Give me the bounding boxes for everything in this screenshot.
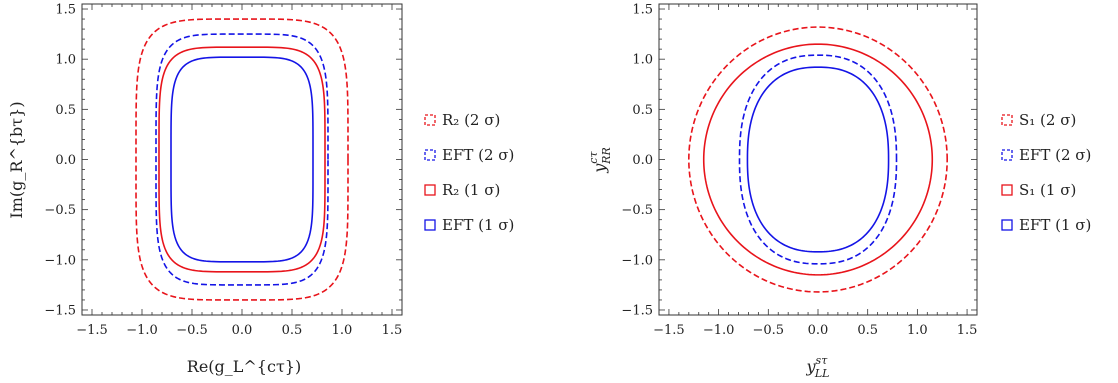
legend: R₂ (2 σ) EFT (2 σ) R₂ (1 σ) EFT (1 σ): [424, 111, 514, 234]
x-tick-label: 1.0: [907, 323, 928, 338]
legend-label: R₂ (2 σ): [442, 111, 500, 129]
x-tick-label: 0.5: [857, 323, 878, 338]
contour-1: [688, 26, 948, 293]
y-tick-label: 0.5: [55, 103, 76, 118]
right-panel: −1.5 −1.0 −0.5 0.0 0.5 1.0 1.5 −1.5 −1.0 −0.5 0.0 0…: [587, 3, 1091, 380]
x-axis-label: Re(g_L^{cτ}): [187, 357, 301, 376]
legend-swatch: [1001, 219, 1013, 231]
legend-label: EFT (2 σ): [1019, 146, 1091, 164]
x-tick-label: −1.5: [76, 323, 108, 338]
contour-2: [155, 33, 329, 286]
y-tick-label: −1.5: [621, 303, 653, 318]
x-tick-label: 0.5: [282, 323, 303, 338]
x-tick-label: 1.5: [957, 323, 978, 338]
contour-3: [702, 43, 934, 276]
contour-3: [158, 46, 326, 273]
contour-2: [738, 54, 898, 265]
y-tick-label: 1.0: [55, 53, 76, 68]
x-tick-label: −1.5: [653, 323, 685, 338]
plot-frame: [658, 3, 978, 316]
legend-label: S₁ (1 σ): [1019, 181, 1076, 199]
legend-swatch: [424, 114, 436, 126]
legend-label: EFT (1 σ): [1019, 216, 1091, 234]
legend-label: EFT (1 σ): [442, 216, 514, 234]
y-tick-label: 1.0: [632, 53, 653, 68]
x-tick-label: −0.5: [176, 323, 208, 338]
x-tick-label: 0.0: [808, 323, 829, 338]
legend-swatch: [424, 149, 436, 161]
x-tick-label: 1.5: [382, 323, 403, 338]
legend: S₁ (2 σ) EFT (2 σ) S₁ (1 σ) EFT (1 σ): [1001, 111, 1091, 234]
legend-swatch: [424, 219, 436, 231]
x-tick-label: −1.0: [703, 323, 735, 338]
legend-label: EFT (2 σ): [442, 146, 514, 164]
legend-swatch: [1001, 184, 1013, 196]
left-panel: −1.5 −1.0 −0.5 0.0 0.5 1.0 1.5 −1.5 −1.0 −0.5 0.0 0…: [7, 3, 514, 376]
y-tick-label: −1.0: [621, 253, 653, 268]
y-axis-label: Im(g_R^{bτ}): [7, 101, 26, 218]
contour-4: [746, 66, 890, 253]
y-tick-label: 1.5: [632, 3, 653, 18]
legend-swatch: [1001, 114, 1013, 126]
x-tick-label: 0.0: [232, 323, 253, 338]
y-tick-label: 0.5: [632, 103, 653, 118]
legend-swatch: [424, 184, 436, 196]
y-tick-label: 1.5: [55, 3, 76, 18]
legend-label: R₂ (1 σ): [442, 181, 500, 199]
plot-frame: [81, 3, 403, 316]
contour-4: [170, 56, 314, 263]
x-axis-label: ysτ LL: [806, 354, 830, 380]
y-tick-label: −0.5: [44, 203, 76, 218]
y-axis-label: ycτRR: [587, 147, 613, 173]
x-tick-label: 1.0: [332, 323, 353, 338]
y-tick-label: 0.0: [632, 153, 653, 168]
legend-label: S₁ (2 σ): [1019, 111, 1076, 129]
y-tick-label: −1.0: [44, 253, 76, 268]
x-tick-label: −0.5: [753, 323, 785, 338]
x-tick-label: −1.0: [126, 323, 158, 338]
y-tick-label: −0.5: [621, 203, 653, 218]
y-tick-label: −1.5: [44, 303, 76, 318]
y-tick-label: 0.0: [55, 153, 76, 168]
legend-swatch: [1001, 149, 1013, 161]
contour-1: [135, 18, 349, 301]
